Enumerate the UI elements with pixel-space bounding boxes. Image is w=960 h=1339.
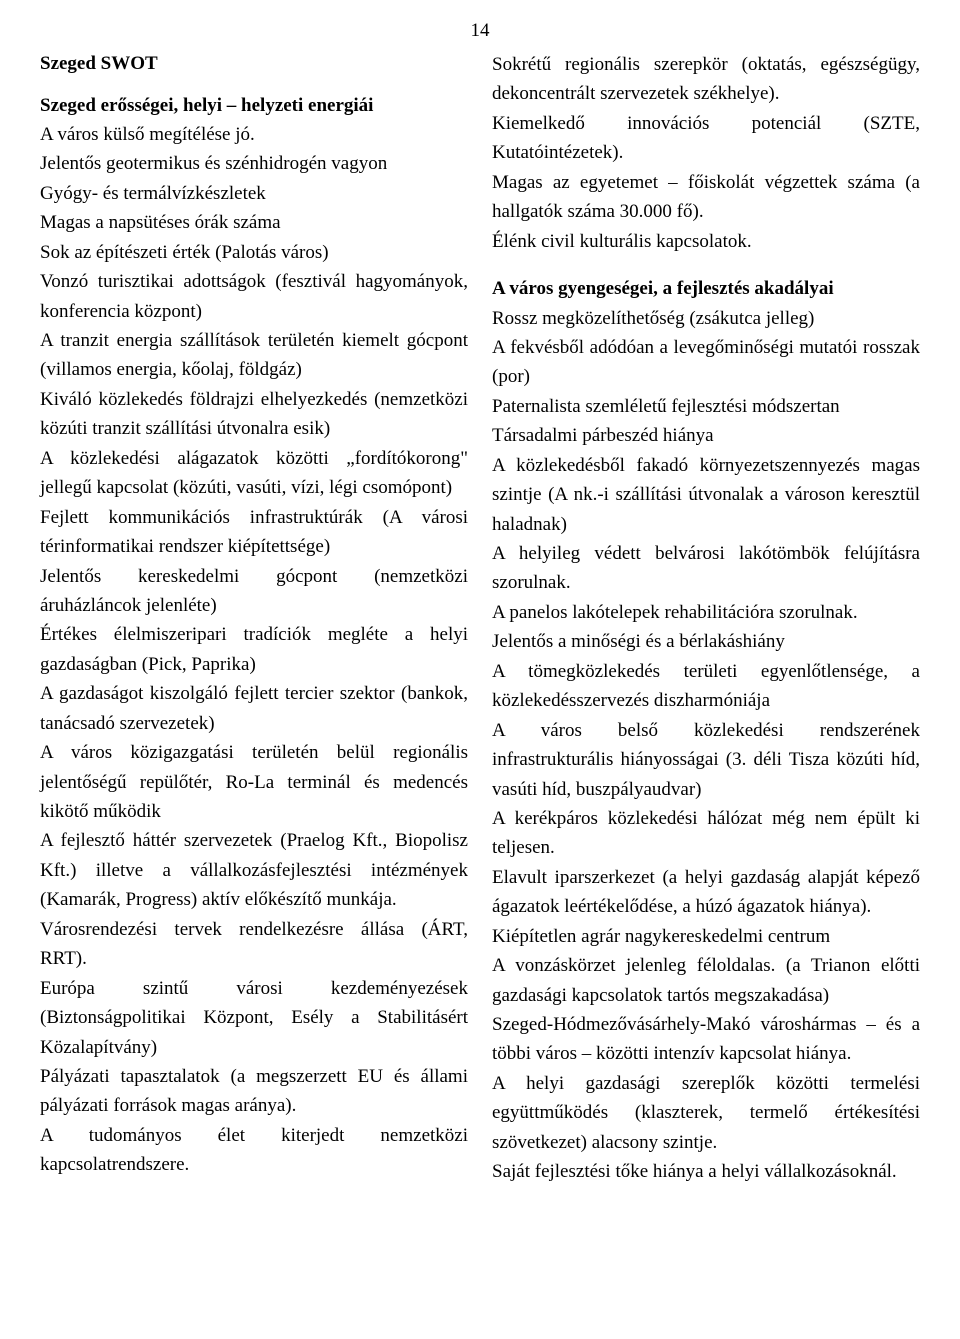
spacer [492,256,920,274]
strengths-body: A város külső megítélése jó.Jelentős geo… [40,120,468,1180]
right-intro: Sokrétű regionális szerepkör (oktatás, e… [492,50,920,256]
strengths-heading: Szeged erősségei, helyi – helyzeti energ… [40,91,468,120]
two-column-layout: Szeged SWOT Szeged erősségei, helyi – he… [40,50,920,1187]
page-number: 14 [40,20,920,42]
main-title: Szeged SWOT [40,50,468,79]
left-column: Szeged SWOT Szeged erősségei, helyi – he… [40,50,468,1187]
weaknesses-body: Rossz megközelíthetőség (zsákutca jelleg… [492,304,920,1187]
right-column: Sokrétű regionális szerepkör (oktatás, e… [492,50,920,1187]
weaknesses-heading: A város gyengeségei, a fejlesztés akadál… [492,274,920,303]
